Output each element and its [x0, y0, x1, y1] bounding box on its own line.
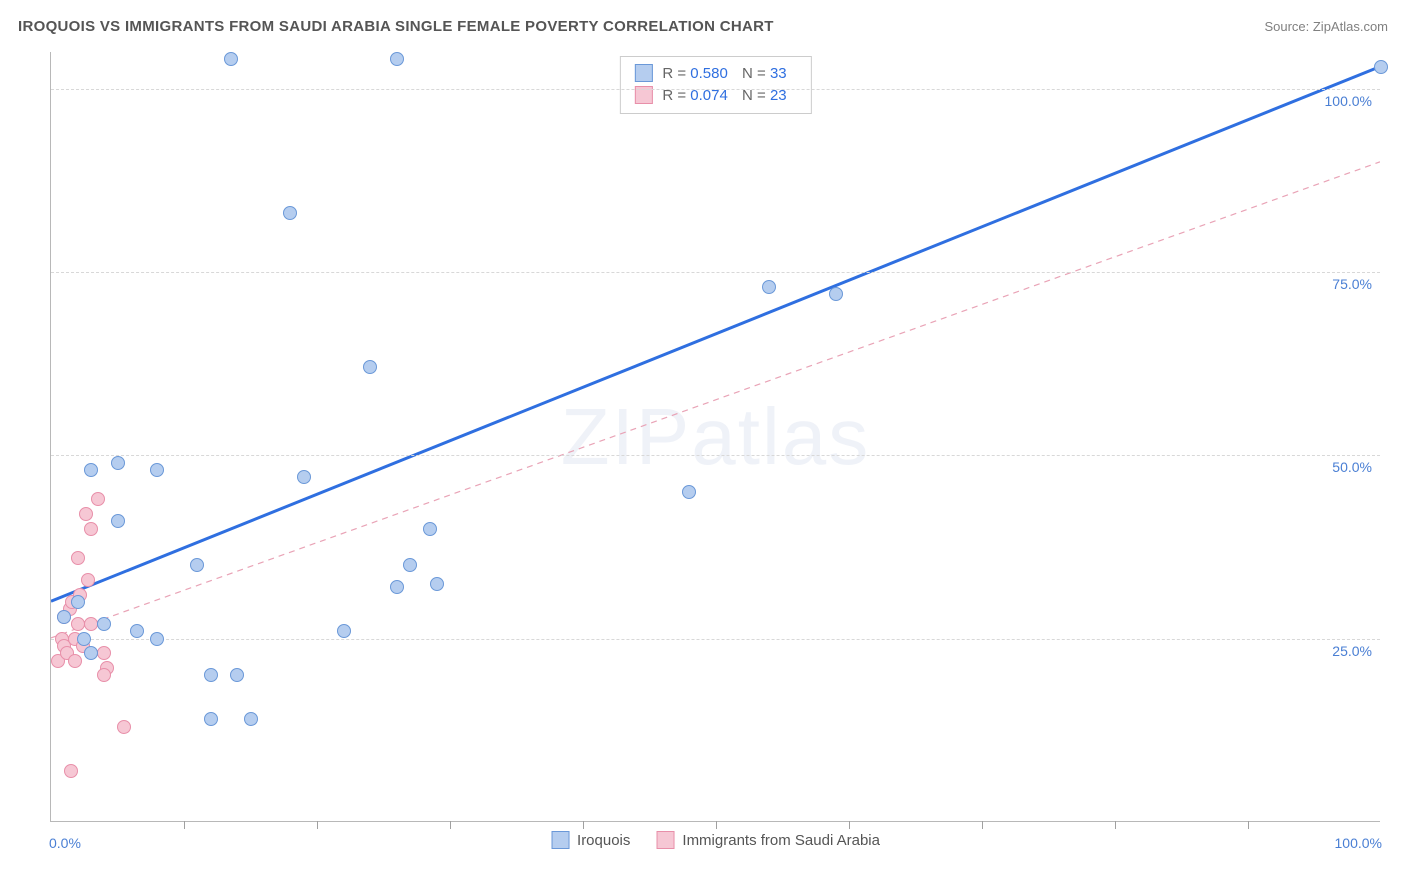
gridline-h [51, 455, 1380, 456]
gridline-h [51, 89, 1380, 90]
data-point [363, 360, 377, 374]
x-tick-mark [1248, 821, 1249, 829]
legend-stats-row-1: R = 0.074 N = 23 [634, 84, 796, 106]
data-point [84, 463, 98, 477]
gridline-h [51, 272, 1380, 273]
source-label: Source: ZipAtlas.com [1264, 19, 1388, 34]
data-point [150, 632, 164, 646]
x-tick-label-start: 0.0% [49, 835, 81, 851]
data-point [117, 720, 131, 734]
x-tick-mark [849, 821, 850, 829]
data-point [84, 522, 98, 536]
y-axis-title-container: Single Female Poverty [14, 52, 44, 822]
data-point [244, 712, 258, 726]
title-bar: IROQUOIS VS IMMIGRANTS FROM SAUDI ARABIA… [18, 18, 1388, 35]
data-point [77, 632, 91, 646]
data-point [430, 577, 444, 591]
legend-series-label-1: Immigrants from Saudi Arabia [682, 832, 880, 849]
data-point [97, 646, 111, 660]
y-tick-label: 100.0% [1325, 93, 1372, 109]
data-point [68, 654, 82, 668]
data-point [111, 514, 125, 528]
data-point [283, 206, 297, 220]
data-point [829, 287, 843, 301]
x-tick-mark [716, 821, 717, 829]
x-tick-mark [450, 821, 451, 829]
x-tick-mark [982, 821, 983, 829]
legend-series-item-0: Iroquois [551, 831, 630, 849]
data-point [390, 52, 404, 66]
data-point [97, 668, 111, 682]
data-point [423, 522, 437, 536]
data-point [204, 712, 218, 726]
data-point [390, 580, 404, 594]
watermark: ZIPatlas [561, 391, 870, 483]
data-point [111, 456, 125, 470]
x-tick-mark [583, 821, 584, 829]
data-point [91, 492, 105, 506]
n-label: N = [742, 65, 766, 82]
y-tick-label: 75.0% [1332, 276, 1372, 292]
data-point [230, 668, 244, 682]
legend-series-item-1: Immigrants from Saudi Arabia [656, 831, 880, 849]
x-tick-label-end: 100.0% [1335, 835, 1382, 851]
trend-lines-svg [51, 52, 1380, 821]
n-value-0: 33 [770, 65, 787, 82]
trend-line [51, 67, 1380, 602]
data-point [71, 617, 85, 631]
data-point [297, 470, 311, 484]
y-tick-label: 50.0% [1332, 459, 1372, 475]
x-tick-mark [184, 821, 185, 829]
data-point [71, 595, 85, 609]
r-label: R = [662, 65, 686, 82]
data-point [84, 646, 98, 660]
data-point [71, 551, 85, 565]
data-point [81, 573, 95, 587]
x-tick-mark [1115, 821, 1116, 829]
data-point [337, 624, 351, 638]
data-point [57, 610, 71, 624]
legend-series-swatch-1 [656, 831, 674, 849]
data-point [1374, 60, 1388, 74]
data-point [403, 558, 417, 572]
legend-series: Iroquois Immigrants from Saudi Arabia [551, 831, 880, 849]
data-point [64, 764, 78, 778]
legend-stats: R = 0.580 N = 33 R = 0.074 N = 23 [619, 56, 811, 114]
data-point [204, 668, 218, 682]
legend-stats-row-0: R = 0.580 N = 33 [634, 62, 796, 84]
data-point [762, 280, 776, 294]
gridline-h [51, 639, 1380, 640]
data-point [150, 463, 164, 477]
legend-series-swatch-0 [551, 831, 569, 849]
data-point [682, 485, 696, 499]
plot-area: ZIPatlas R = 0.580 N = 33 R = 0.074 N = … [50, 52, 1380, 822]
y-tick-label: 25.0% [1332, 643, 1372, 659]
data-point [84, 617, 98, 631]
data-point [224, 52, 238, 66]
trend-line [51, 162, 1380, 638]
data-point [130, 624, 144, 638]
data-point [79, 507, 93, 521]
x-tick-mark [317, 821, 318, 829]
chart-title: IROQUOIS VS IMMIGRANTS FROM SAUDI ARABIA… [18, 18, 774, 35]
r-value-0: 0.580 [690, 65, 728, 82]
data-point [190, 558, 204, 572]
legend-swatch-0 [634, 64, 652, 82]
legend-series-label-0: Iroquois [577, 832, 630, 849]
data-point [97, 617, 111, 631]
